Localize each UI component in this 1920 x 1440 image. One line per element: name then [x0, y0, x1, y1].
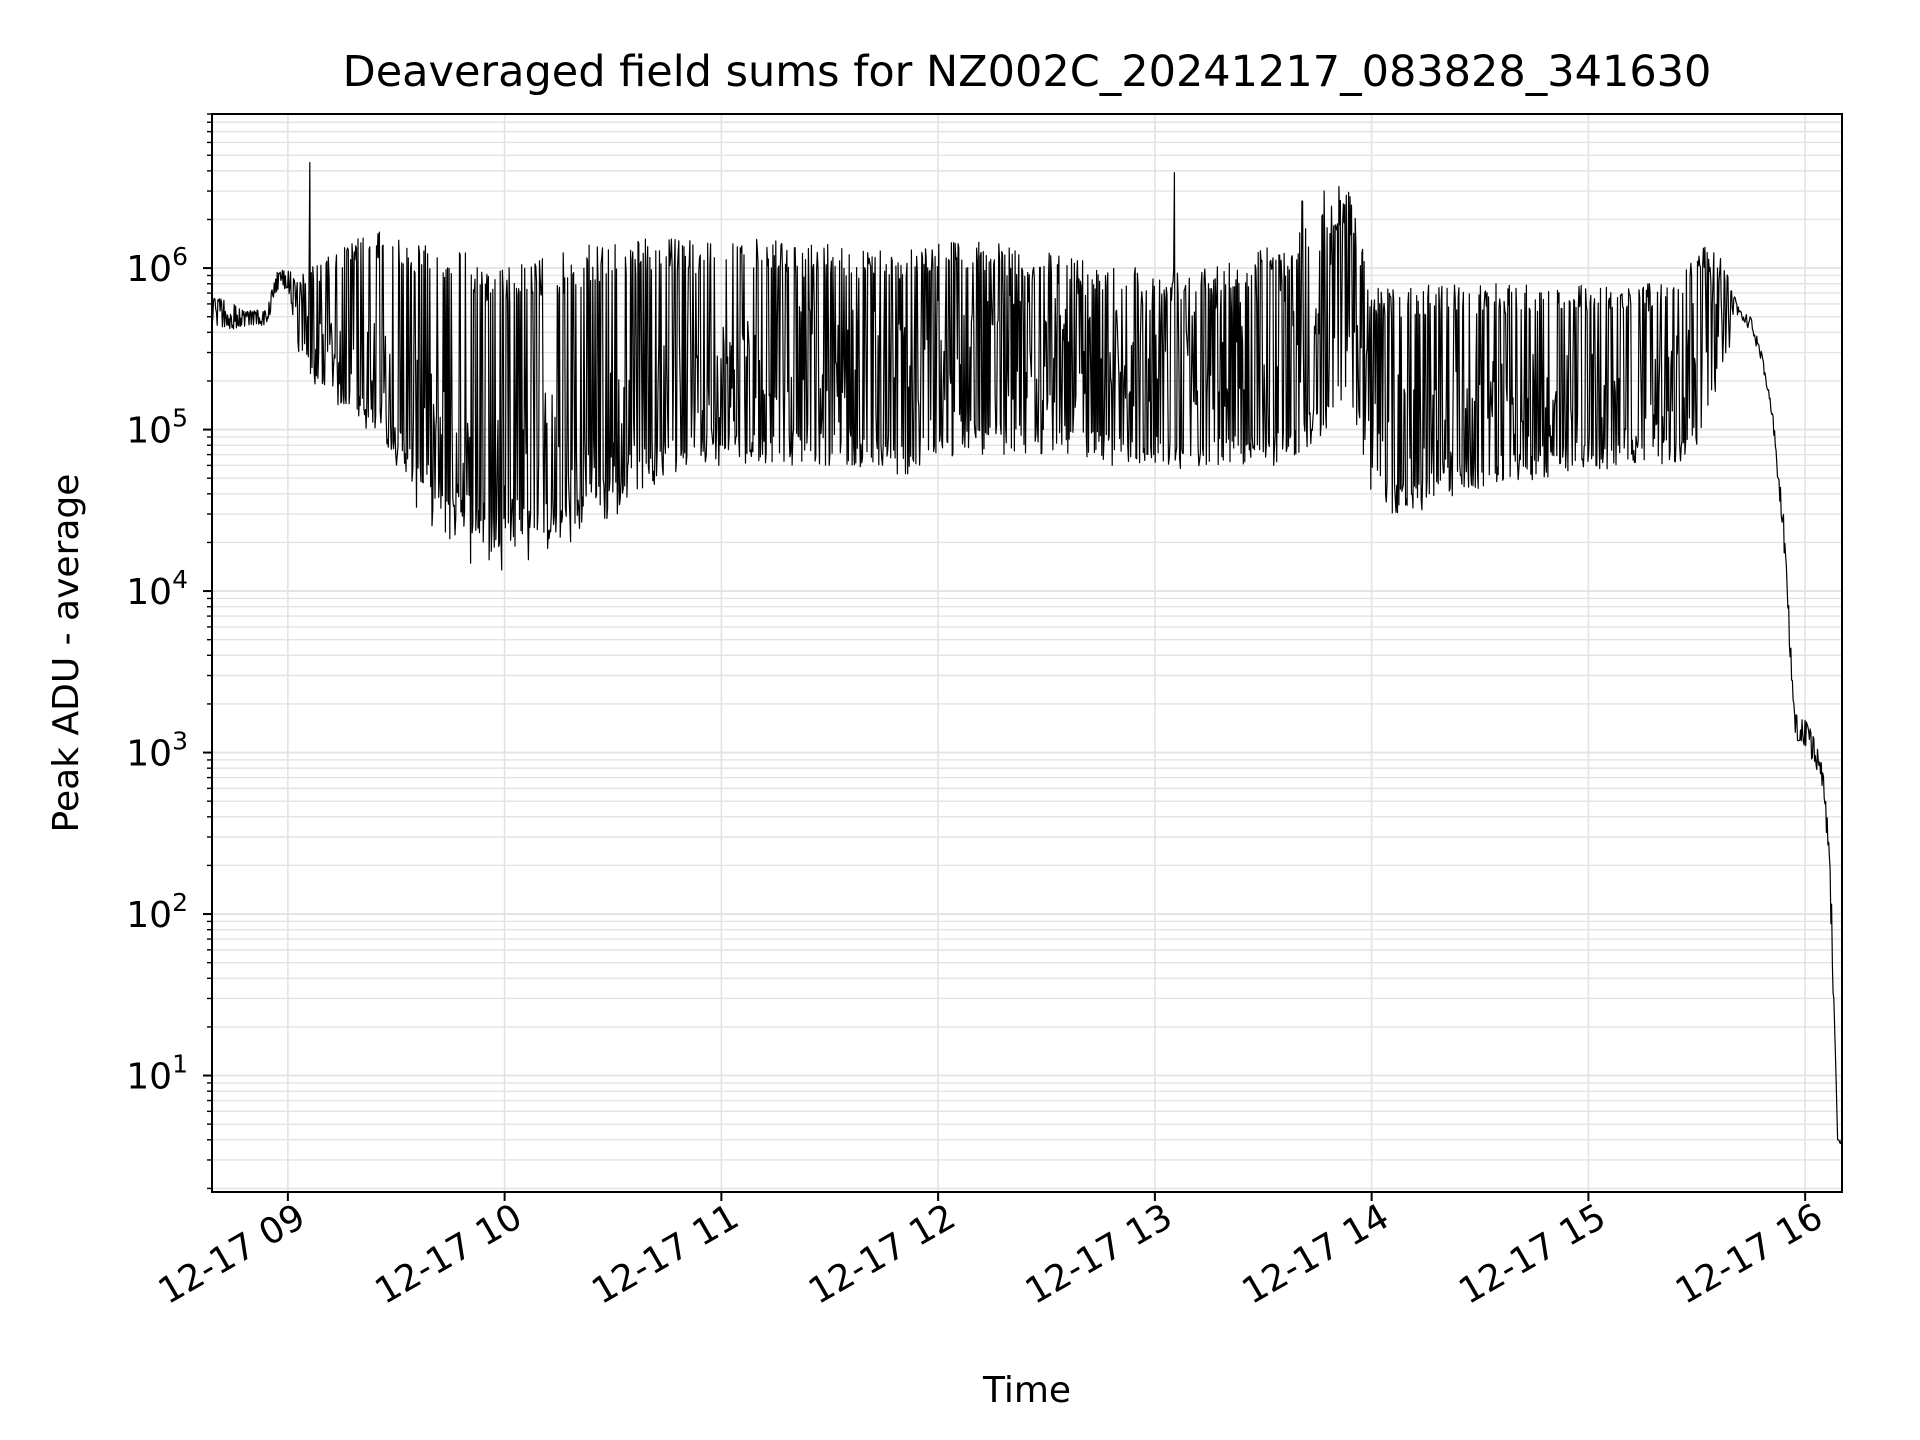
- y-tick-label: 106: [126, 242, 188, 290]
- y-tick-label: 101: [126, 1050, 188, 1098]
- plot-frame: [211, 113, 1843, 1193]
- gridlines: [212, 113, 1842, 1192]
- series-line: [211, 162, 1843, 1144]
- y-tick-label: 104: [126, 565, 188, 613]
- y-axis-label: Peak ADU - average: [46, 474, 87, 833]
- x-axis-label: Time: [982, 1370, 1071, 1411]
- y-tick-label: 102: [126, 888, 188, 936]
- chart-title: Deaveraged field sums for NZ002C_2024121…: [343, 47, 1712, 97]
- series-line-group: [211, 162, 1843, 1144]
- y-tick-label: 103: [126, 727, 188, 775]
- y-axis: 101 102 103 104 105 106: [126, 113, 212, 1190]
- y-tick-label: 105: [126, 404, 188, 452]
